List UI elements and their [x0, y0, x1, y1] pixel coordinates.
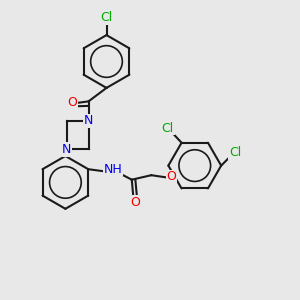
- Text: O: O: [167, 170, 176, 184]
- Text: NH: NH: [104, 163, 122, 176]
- Text: O: O: [68, 96, 77, 110]
- Text: Cl: Cl: [100, 11, 112, 24]
- Text: Cl: Cl: [229, 146, 241, 159]
- Text: N: N: [62, 143, 72, 156]
- Text: O: O: [130, 196, 140, 209]
- Text: Cl: Cl: [162, 122, 174, 135]
- Text: N: N: [84, 114, 93, 128]
